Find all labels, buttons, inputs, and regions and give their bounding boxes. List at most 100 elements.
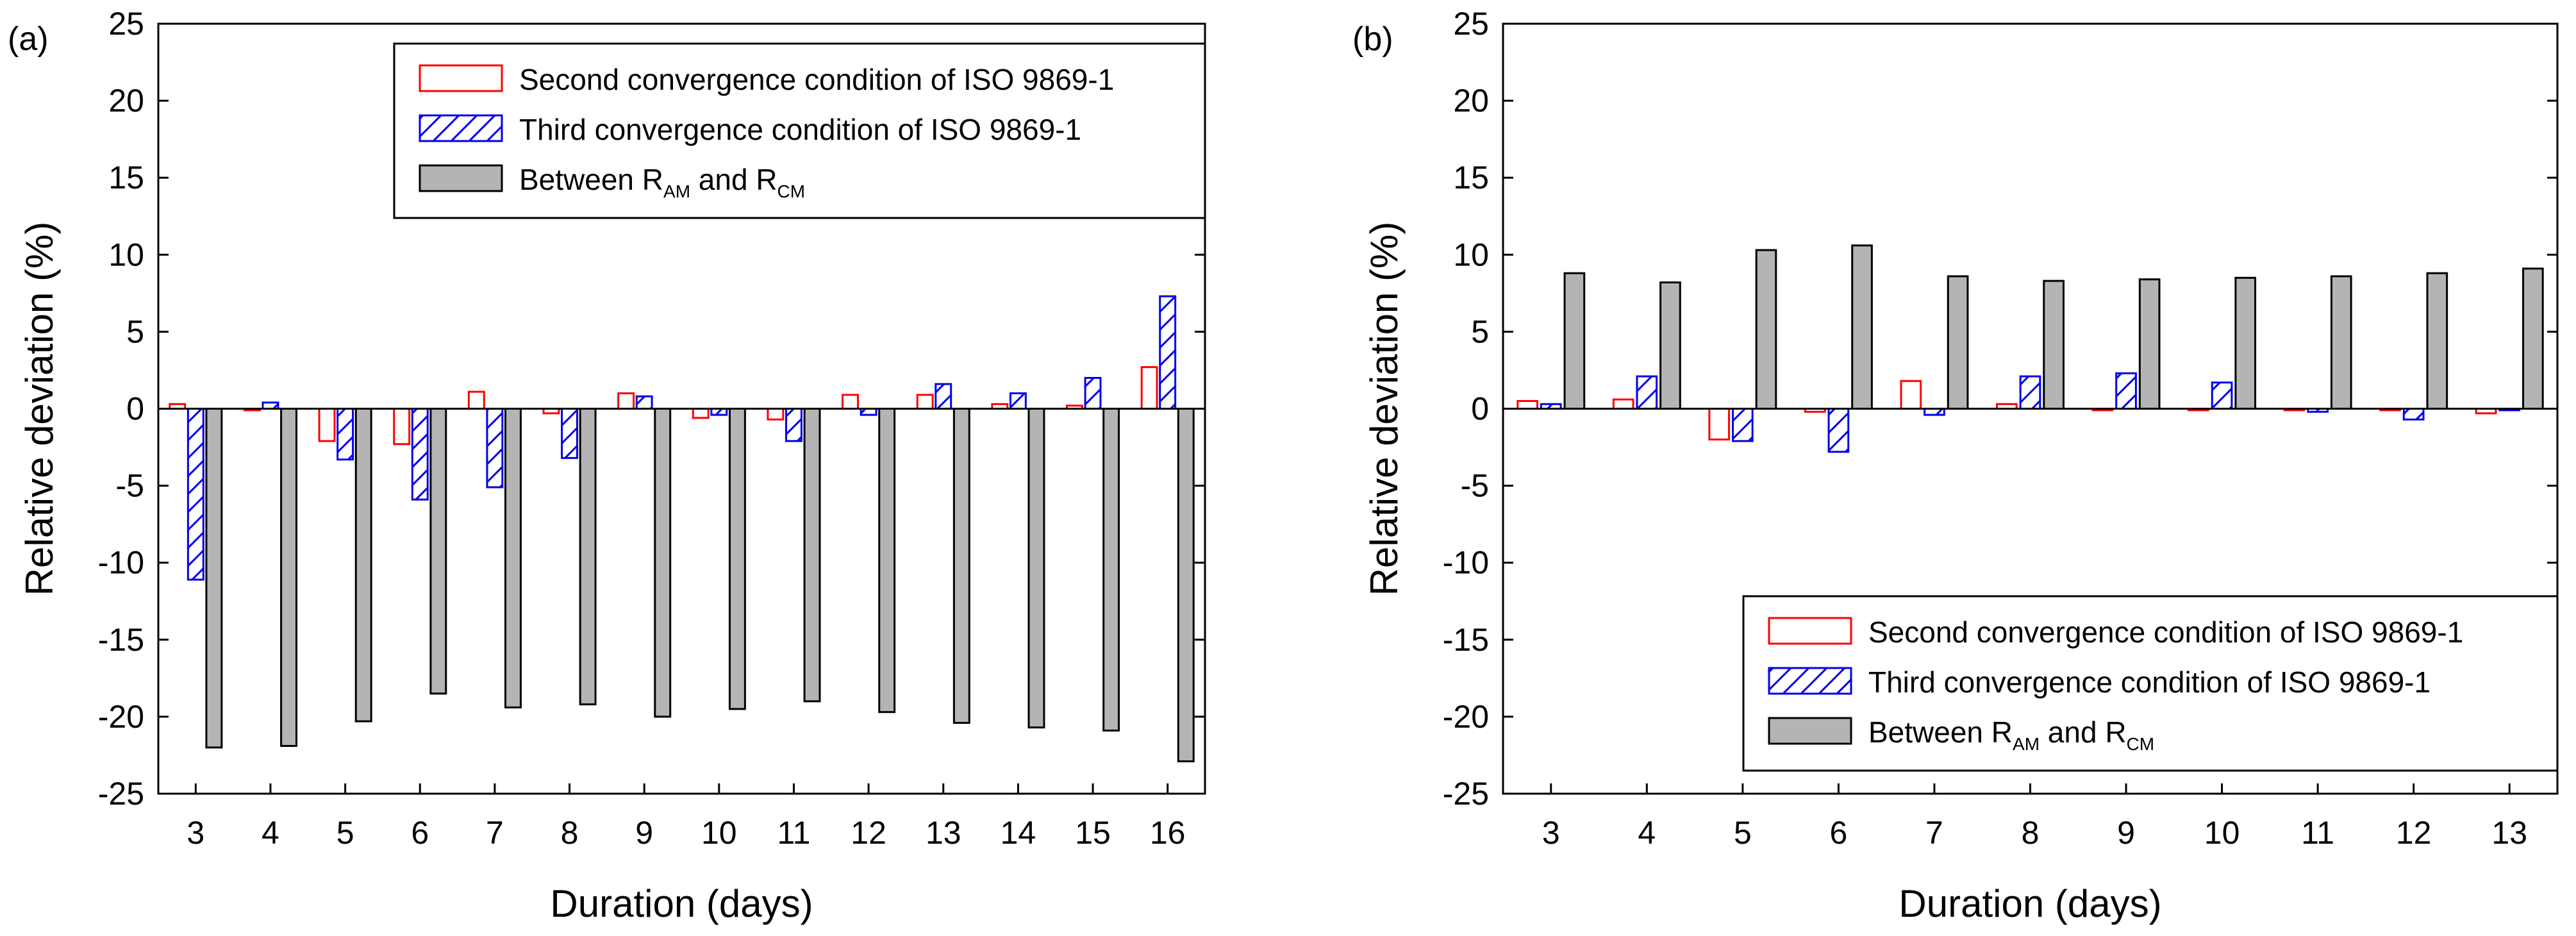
- legend: Second convergence condition of ISO 9869…: [393, 42, 1206, 219]
- bar-solid-gray-3: [1563, 272, 1586, 410]
- bar-solid-gray-4: [1659, 281, 1681, 410]
- legend-box: [1742, 595, 2559, 772]
- x-tick-label: 9: [2117, 815, 2135, 851]
- bar-open-red-7: [1900, 380, 1922, 410]
- x-tick-label: 11: [777, 815, 811, 851]
- bar-hatch-blue-12: [2402, 408, 2425, 421]
- legend-label: Second convergence condition of ISO 9869…: [1868, 615, 2463, 649]
- y-tick-label: -20: [98, 699, 144, 735]
- bar-open-red-11: [767, 408, 785, 421]
- y-tick-label: 25: [108, 6, 144, 42]
- y-tick-label: -15: [98, 622, 144, 658]
- y-tick-label: 0: [1471, 391, 1489, 427]
- bar-solid-gray-7: [504, 408, 522, 708]
- x-tick-label: 3: [1542, 815, 1560, 851]
- panel-label: (a): [8, 21, 49, 58]
- x-axis-title: Duration (days): [550, 882, 813, 925]
- bar-hatch-blue-8: [561, 408, 578, 459]
- bar-hatch-blue-9: [635, 395, 653, 410]
- panel-a-chart: (a) 25 20 15 10 5 0 -5 -10 -15 -20 -25 3 4 5 6 7 8 9 10 11 12…: [8, 6, 1206, 925]
- y-tick-label: -10: [1443, 545, 1489, 581]
- bar-open-red-9: [617, 392, 635, 410]
- bar-solid-gray-10: [728, 408, 746, 710]
- bar-open-red-13: [916, 394, 934, 410]
- bar-open-red-6: [393, 408, 411, 446]
- y-tick-label: -25: [1443, 776, 1489, 812]
- x-tick-label: 5: [337, 815, 354, 851]
- bar-solid-gray-5: [1755, 249, 1777, 410]
- bar-solid-gray-8: [2043, 280, 2065, 410]
- bar-solid-gray-9: [654, 408, 672, 718]
- x-tick-label: 5: [1734, 815, 1752, 851]
- bar-hatch-blue-13: [935, 383, 952, 410]
- x-tick-label: 15: [1075, 815, 1111, 851]
- y-tick-label: 15: [1453, 160, 1489, 196]
- bar-open-red-5: [318, 408, 336, 442]
- y-tick-label: -15: [1443, 622, 1489, 658]
- bar-open-red-10: [692, 408, 710, 419]
- bar-open-red-7: [467, 390, 485, 410]
- y-tick-label: 10: [108, 237, 144, 272]
- x-tick-label: 16: [1150, 815, 1186, 851]
- x-tick-label: 6: [411, 815, 429, 851]
- panel-label: (b): [1352, 21, 1393, 58]
- legend-swatch-solid-gray: [419, 164, 503, 192]
- x-tick-label: 8: [2022, 815, 2040, 851]
- y-tick-label: 25: [1453, 6, 1489, 42]
- bar-solid-gray-7: [1947, 275, 1969, 410]
- bar-hatch-blue-5: [337, 408, 354, 461]
- bar-open-red-16: [1140, 366, 1158, 410]
- x-tick-label: 13: [926, 815, 961, 851]
- y-axis-title: Relative deviation (%): [18, 222, 61, 596]
- x-tick-label: 12: [851, 815, 886, 851]
- y-tick-label: 5: [126, 313, 144, 349]
- bar-hatch-blue-9: [2115, 372, 2137, 410]
- x-tick-label: 7: [486, 815, 504, 851]
- bar-hatch-blue-4: [1636, 375, 1658, 410]
- bar-hatch-blue-15: [1084, 376, 1102, 410]
- legend-label: Between RAM and RCM: [519, 163, 805, 201]
- bar-solid-gray-13: [2522, 267, 2544, 410]
- legend-label: Third convergence condition of ISO 9869-…: [1868, 665, 2431, 699]
- bar-hatch-blue-5: [1732, 408, 1754, 442]
- bar-open-red-3: [1517, 399, 1538, 410]
- bar-solid-gray-6: [429, 408, 447, 695]
- x-tick-label: 8: [561, 815, 579, 851]
- bar-solid-gray-8: [579, 408, 597, 706]
- x-tick-label: 13: [2491, 815, 2527, 851]
- bar-solid-gray-4: [280, 408, 297, 748]
- bar-hatch-blue-7: [486, 408, 504, 489]
- y-tick-label: 5: [1471, 313, 1489, 349]
- bar-solid-gray-13: [952, 408, 970, 724]
- y-tick-label: 15: [108, 160, 144, 196]
- bar-solid-gray-11: [2330, 275, 2352, 410]
- x-tick-label: 9: [635, 815, 653, 851]
- bar-solid-gray-14: [1027, 408, 1045, 729]
- bar-solid-gray-15: [1102, 408, 1120, 732]
- x-tick-label: 7: [1925, 815, 1943, 851]
- x-axis-title: Duration (days): [1899, 882, 2161, 925]
- y-tick-label: 20: [108, 83, 144, 119]
- bar-solid-gray-3: [205, 408, 223, 749]
- bar-hatch-blue-6: [1827, 408, 1850, 453]
- y-tick-label: -10: [98, 545, 144, 581]
- legend-label: Between RAM and RCM: [1868, 715, 2154, 754]
- y-tick-label: 0: [126, 391, 144, 427]
- y-tick-label: -5: [1461, 468, 1489, 504]
- bar-solid-gray-6: [1851, 244, 1873, 410]
- legend-label: Third convergence condition of ISO 9869-…: [519, 113, 1081, 146]
- legend: Second convergence condition of ISO 9869…: [1742, 595, 2559, 772]
- panel-b-chart: (b) 25 20 15 10 5 0 -5 -10 -15 -20 -25 3 4 5 6 7 8 9 10 11 12…: [1352, 6, 2559, 925]
- y-tick-label: -5: [116, 468, 144, 504]
- legend-label: Second convergence condition of ISO 9869…: [519, 63, 1114, 96]
- y-axis-title: Relative deviation (%): [1363, 222, 1406, 596]
- legend-swatch-solid-gray: [1768, 717, 1852, 745]
- x-tick-label: 4: [262, 815, 279, 851]
- bar-solid-gray-16: [1177, 408, 1195, 763]
- bar-open-red-4: [1612, 398, 1634, 410]
- bar-solid-gray-9: [2138, 278, 2161, 410]
- bar-hatch-blue-10: [2211, 381, 2233, 410]
- y-tick-label: -25: [98, 776, 144, 812]
- bar-hatch-blue-11: [785, 408, 802, 442]
